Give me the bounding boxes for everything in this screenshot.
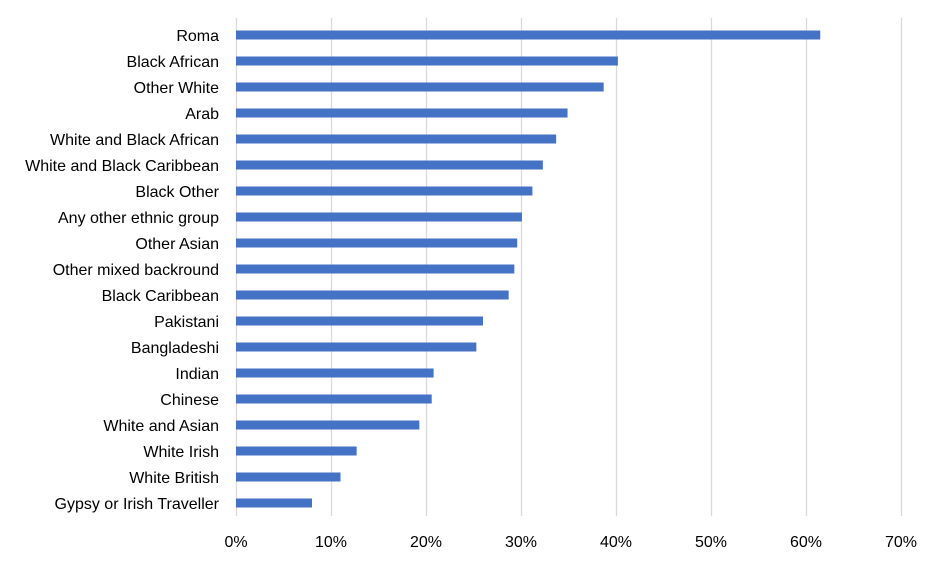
bar xyxy=(236,446,357,456)
bar xyxy=(236,420,420,430)
bar xyxy=(236,498,312,508)
category-label: Any other ethnic group xyxy=(58,210,219,227)
x-tick-label: 60% xyxy=(790,534,822,551)
x-tick-label: 20% xyxy=(410,534,442,551)
bar xyxy=(236,368,434,378)
x-tick-label: 50% xyxy=(695,534,727,551)
category-labels: Roma Black African Other White Arab White an… xyxy=(25,28,220,513)
bar xyxy=(236,82,604,92)
bar xyxy=(236,108,568,118)
x-axis-tick-labels: 0% 10% 20% 30% 40% 50% 60% 70% xyxy=(224,534,917,551)
x-tick-label: 30% xyxy=(505,534,537,551)
category-label: White Irish xyxy=(143,444,219,461)
category-label: White and Black African xyxy=(50,132,219,149)
bars xyxy=(236,30,821,508)
category-label: Other Asian xyxy=(135,236,219,253)
category-label: Black African xyxy=(127,54,219,71)
bar xyxy=(236,160,543,170)
category-label: Gypsy or Irish Traveller xyxy=(55,496,220,513)
category-label: Other White xyxy=(134,80,219,97)
bar xyxy=(236,264,515,274)
bar xyxy=(236,30,821,40)
category-label: White British xyxy=(129,470,219,487)
category-label: White and Asian xyxy=(103,418,219,435)
bar xyxy=(236,394,432,404)
bar xyxy=(236,238,518,248)
bar xyxy=(236,290,509,300)
category-label: Chinese xyxy=(160,392,219,409)
x-tick-label: 10% xyxy=(315,534,347,551)
category-label: Arab xyxy=(185,106,219,123)
category-label: Other mixed backround xyxy=(53,262,219,279)
bar xyxy=(236,472,341,482)
category-label: Black Caribbean xyxy=(102,288,219,305)
x-tick-label: 70% xyxy=(885,534,917,551)
category-label: Bangladeshi xyxy=(131,340,219,357)
category-label: Pakistani xyxy=(154,314,219,331)
bar xyxy=(236,56,618,66)
bar xyxy=(236,316,483,326)
category-label: Black Other xyxy=(135,184,219,201)
x-tick-label: 0% xyxy=(224,534,247,551)
category-label: White and Black Caribbean xyxy=(25,158,219,175)
bar xyxy=(236,342,477,352)
category-label: Indian xyxy=(175,366,219,383)
bar xyxy=(236,186,533,196)
x-tick-label: 40% xyxy=(600,534,632,551)
bar xyxy=(236,134,557,144)
bar xyxy=(236,212,522,222)
category-label: Roma xyxy=(176,28,219,45)
